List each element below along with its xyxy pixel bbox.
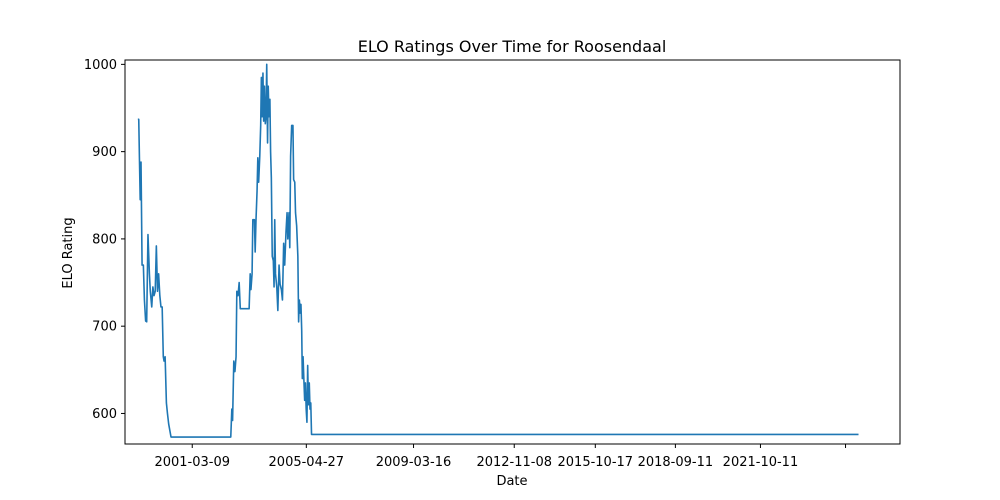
plot-frame [124,59,901,445]
y-tick-label: 800 [92,232,117,247]
x-tick-label: 2021-10-11 [723,455,799,470]
x-tick-label: 2015-10-17 [558,455,634,470]
y-tick-label: 700 [92,320,117,335]
chart-title: ELO Ratings Over Time for Roosendaal [358,37,667,56]
x-tick-label: 2001-03-09 [154,455,230,470]
y-axis-label: ELO Rating [61,217,76,288]
x-tick-label: 2018-09-11 [638,455,714,470]
x-tick-label: 2009-03-16 [376,455,452,470]
series-line [137,63,859,438]
x-tick-label: 2012-11-08 [476,455,552,470]
y-tick-label: 900 [92,145,117,160]
x-axis-ticks: 2001-03-09 2005-04-27 2009-03-16 2012-11-08… [154,444,847,470]
y-tick-label: 600 [92,407,117,422]
x-axis-label: Date [496,474,527,489]
y-tick-label: 1000 [84,58,117,73]
series-layer [137,63,859,438]
y-axis-ticks: 600 700 800 900 1000 [84,58,125,422]
x-tick-label: 2005-04-27 [269,455,345,470]
